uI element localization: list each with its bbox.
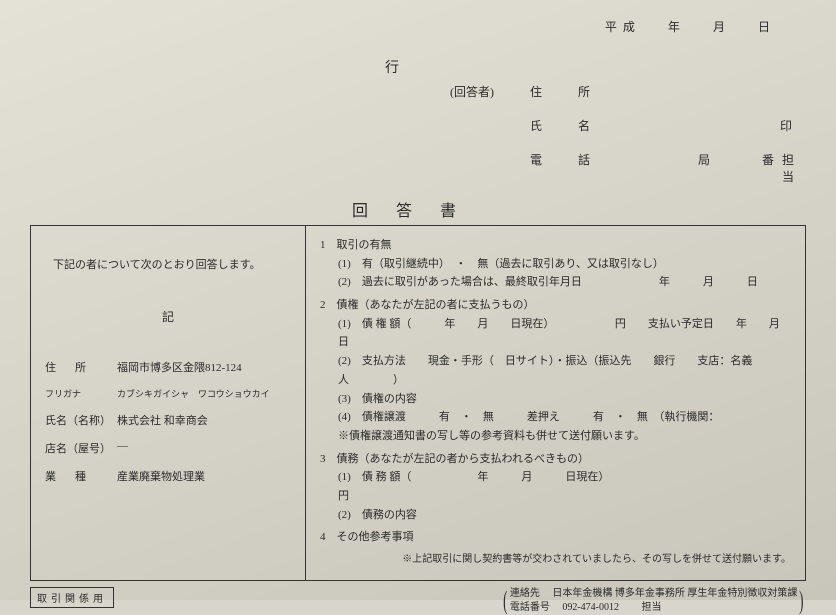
s2-2: (2) 支払方法 現金・手形（ 日サイト）・振込（振込先 銀行 支店：名義人 ） xyxy=(320,352,791,389)
s2-1: (1) 債 権 額（ 年 月 日現在） 円 支払い予定日 年 月 日 xyxy=(320,315,791,352)
paren-right-icon: ) xyxy=(799,588,803,614)
furigana-label: フリガナ xyxy=(45,387,117,400)
usage-stamp: 取引関係用 xyxy=(30,587,114,608)
era-label: 平成 xyxy=(605,20,641,34)
contact-label: 連絡先 xyxy=(510,588,540,599)
entity-name-label: 氏名（名称） xyxy=(45,412,117,428)
bureau-label: 局 xyxy=(698,151,710,168)
s1-1: (1) 有（取引継続中） ・ 無（過去に取引あり、又は取引なし） xyxy=(320,255,791,274)
s2-3: (3) 債権の内容 xyxy=(320,390,791,409)
s1-2: (2) 過去に取引があった場合は、最終取引年月日 年 月 日 xyxy=(320,273,791,292)
left-pane: 下記の者について次のとおり回答します。 記 住 所 福岡市博多区金隈812-12… xyxy=(31,226,306,580)
bottom-note: ※上記取引に関し契約書等が交わされていましたら、その写しを併せて送付願います。 xyxy=(320,551,791,568)
seal-mark: 印 xyxy=(780,117,792,134)
contact-line-1: 連絡先 日本年金機構 博多年金事務所 厚生年金特別徴収対策課 xyxy=(510,587,798,601)
entity-name-value: 株式会社 和幸商会 xyxy=(117,412,291,428)
footer: 取引関係用 ( 連絡先 日本年金機構 博多年金事務所 厚生年金特別徴収対策課 電… xyxy=(30,587,806,615)
footer-tanto: 担当 xyxy=(642,602,662,613)
date-line: 平成 年 月 日 xyxy=(30,18,806,35)
s1-head: 1 取引の有無 xyxy=(320,236,791,255)
industry-label: 業 種 xyxy=(45,468,117,484)
store-value: — xyxy=(117,440,291,456)
industry-value: 産業廃棄物処理業 xyxy=(117,468,291,484)
day-unit: 日 xyxy=(758,20,776,34)
document-paper: 平成 年 月 日 行 (回答者) 住 所 氏 名 印 電 話 局 番 担当 回答… xyxy=(0,0,836,600)
contact-org: 日本年金機構 博多年金事務所 厚生年金特別徴収対策課 xyxy=(552,588,797,599)
contact-body: 連絡先 日本年金機構 博多年金事務所 厚生年金特別徴収対策課 電話番号 092-… xyxy=(510,587,798,615)
address-field-label: 住 所 xyxy=(530,83,602,100)
iku-label: 行 xyxy=(385,57,399,77)
right-pane: 1 取引の有無 (1) 有（取引継続中） ・ 無（過去に取引あり、又は取引なし）… xyxy=(306,226,805,580)
month-unit: 月 xyxy=(713,20,731,34)
paren-left-icon: ( xyxy=(503,588,507,614)
name-field-label: 氏 名 xyxy=(530,117,602,134)
phone-label: 電話番号 xyxy=(510,602,550,613)
address-label: 住 所 xyxy=(45,359,117,375)
contact-block: ( 連絡先 日本年金機構 博多年金事務所 厚生年金特別徴収対策課 電話番号 09… xyxy=(501,587,806,615)
address-value: 福岡市博多区金隈812-124 xyxy=(117,359,291,375)
ki-marker: 記 xyxy=(45,308,291,325)
left-intro: 下記の者について次のとおり回答します。 xyxy=(45,256,291,272)
section-2: 2 債権（あなたが左記の者に支払うもの） (1) 債 権 額（ 年 月 日現在）… xyxy=(320,296,791,446)
ban-label: 番 xyxy=(762,151,774,168)
respondent-label: (回答者) xyxy=(450,83,494,100)
s2-note: ※債権譲渡通知書の写し等の参考資料も併せて送付願います。 xyxy=(320,427,791,446)
tanto-label: 担当 xyxy=(782,151,806,185)
document-title: 回答書 xyxy=(30,197,806,221)
s2-4: (4) 債権譲渡 有 ・ 無 差押え 有 ・ 無 （執行機関： xyxy=(320,408,791,427)
main-box: 下記の者について次のとおり回答します。 記 住 所 福岡市博多区金隈812-12… xyxy=(30,225,806,581)
header-area: 行 (回答者) 住 所 氏 名 印 電 話 局 番 担当 xyxy=(30,45,806,195)
phone-field-label: 電 話 xyxy=(530,151,602,168)
furigana-value: カブシキガイシャ ワコウショウカイ xyxy=(117,387,291,400)
row-address: 住 所 福岡市博多区金隈812-124 xyxy=(45,359,291,375)
row-name: 氏名（名称） 株式会社 和幸商会 xyxy=(45,412,291,428)
phone-value: 092-474-0012 xyxy=(562,602,619,613)
row-industry: 業 種 産業廃棄物処理業 xyxy=(45,468,291,484)
store-label: 店名（屋号） xyxy=(45,440,117,456)
section-3: 3 債務（あなたが左記の者から支払われるべきもの） (1) 債 務 額（ 年 月… xyxy=(320,450,791,525)
row-store: 店名（屋号） — xyxy=(45,440,291,456)
section-1: 1 取引の有無 (1) 有（取引継続中） ・ 無（過去に取引あり、又は取引なし）… xyxy=(320,236,791,292)
year-unit: 年 xyxy=(668,20,686,34)
s3-1: (1) 債 務 額（ 年 月 日現在） 円 xyxy=(320,468,791,505)
s3-head: 3 債務（あなたが左記の者から支払われるべきもの） xyxy=(320,450,791,469)
row-furigana: フリガナ カブシキガイシャ ワコウショウカイ xyxy=(45,387,291,400)
contact-line-2: 電話番号 092-474-0012 担当 xyxy=(510,601,798,615)
section-4: 4 その他参考事項 xyxy=(320,528,791,547)
s2-head: 2 債権（あなたが左記の者に支払うもの） xyxy=(320,296,791,315)
s4-head: 4 その他参考事項 xyxy=(320,528,791,547)
s3-2: (2) 債務の内容 xyxy=(320,506,791,525)
